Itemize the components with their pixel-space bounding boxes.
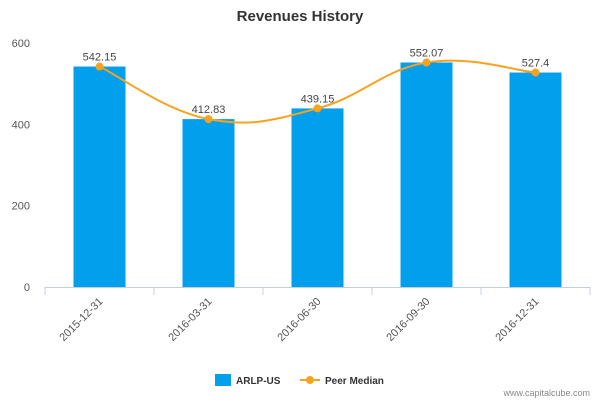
bar[interactable] (182, 119, 235, 287)
y-tick-label: 600 (12, 38, 30, 50)
bar[interactable] (73, 66, 126, 287)
data-label: 439.15 (301, 93, 335, 105)
data-label: 542.15 (83, 52, 117, 64)
chart-title: Revenues History (237, 8, 364, 25)
data-labels: 542.15 412.83 439.15 552.07 527.4 (83, 47, 550, 116)
x-tick-label: 2016-09-30 (384, 296, 432, 344)
legend-swatch-bar (215, 374, 231, 386)
line-point[interactable] (313, 104, 322, 113)
legend-item-peer-median[interactable]: Peer Median (300, 376, 384, 387)
x-tick-label: 2015-12-31 (57, 296, 105, 344)
legend-swatch-marker (306, 376, 314, 384)
y-tick-label: 200 (12, 201, 30, 213)
line-point[interactable] (422, 58, 431, 67)
line-series (95, 58, 540, 124)
y-tick-label: 0 (24, 282, 30, 294)
bar-series (73, 62, 562, 288)
x-tick-label: 2016-03-31 (166, 296, 214, 344)
bar[interactable] (509, 72, 562, 287)
legend-label-peer-median: Peer Median (325, 376, 384, 387)
x-tick-label: 2016-06-30 (275, 296, 323, 344)
legend-item-arlp[interactable]: ARLP-US (215, 374, 281, 387)
line-point[interactable] (95, 62, 104, 71)
credit-text: www.capitalcube.com (502, 388, 590, 398)
legend-label-arlp: ARLP-US (236, 376, 281, 387)
x-tick-label: 2016-12-31 (493, 296, 541, 344)
data-label: 552.07 (410, 47, 444, 59)
bar[interactable] (400, 62, 453, 288)
legend: ARLP-US Peer Median (215, 374, 384, 387)
bar[interactable] (291, 108, 344, 288)
data-label: 527.4 (522, 58, 550, 70)
y-tick-label: 400 (12, 119, 30, 131)
line-point[interactable] (531, 68, 540, 77)
line-point[interactable] (204, 115, 213, 124)
data-label: 412.83 (192, 104, 226, 116)
